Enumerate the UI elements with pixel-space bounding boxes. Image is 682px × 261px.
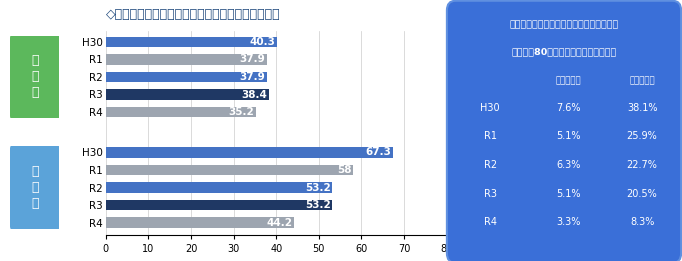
Text: 5.1%: 5.1% — [556, 189, 580, 199]
Text: R2: R2 — [484, 160, 497, 170]
Text: 40.3: 40.3 — [250, 37, 276, 47]
Text: 20.5%: 20.5% — [627, 189, 657, 199]
Text: （時間）: （時間） — [456, 230, 479, 240]
FancyBboxPatch shape — [447, 1, 681, 261]
Bar — [106, 89, 269, 100]
Text: 53.2: 53.2 — [305, 200, 331, 210]
Text: ＜中学校＞: ＜中学校＞ — [629, 76, 655, 85]
Bar — [106, 37, 278, 47]
FancyBboxPatch shape — [9, 33, 61, 121]
Bar — [106, 72, 267, 82]
Text: 時間外勤務がいわゆる「過労死ライン」と: 時間外勤務がいわゆる「過労死ライン」と — [509, 20, 619, 29]
Text: 5.1%: 5.1% — [556, 131, 580, 141]
Text: 3.3%: 3.3% — [556, 217, 580, 227]
Text: 38.4: 38.4 — [242, 90, 268, 99]
Text: ＜小学校＞: ＜小学校＞ — [556, 76, 581, 85]
Text: 58: 58 — [337, 165, 351, 175]
Bar — [106, 147, 393, 158]
Bar — [106, 182, 333, 193]
Text: 35.2: 35.2 — [228, 107, 254, 117]
Text: 67.3: 67.3 — [365, 147, 391, 157]
Text: H30: H30 — [480, 103, 500, 113]
Text: 7.6%: 7.6% — [556, 103, 580, 113]
Text: 53.2: 53.2 — [305, 182, 331, 193]
Text: 37.9: 37.9 — [240, 54, 265, 64]
Text: 22.7%: 22.7% — [627, 160, 657, 170]
Text: 38.1%: 38.1% — [627, 103, 657, 113]
Text: 44.2: 44.2 — [267, 218, 293, 228]
Bar — [106, 107, 256, 117]
Bar — [106, 165, 353, 175]
Bar — [106, 200, 333, 210]
Bar — [106, 217, 294, 228]
Text: 中
学
校: 中 学 校 — [31, 165, 38, 210]
Text: される月80時間を超える教職員の割合: される月80時間を超える教職員の割合 — [512, 47, 617, 56]
Text: 小
学
校: 小 学 校 — [31, 55, 38, 99]
Text: 6.3%: 6.3% — [556, 160, 580, 170]
Text: 37.9: 37.9 — [240, 72, 265, 82]
Text: R1: R1 — [484, 131, 496, 141]
Text: 8.3%: 8.3% — [630, 217, 654, 227]
Text: R3: R3 — [484, 189, 496, 199]
FancyBboxPatch shape — [9, 144, 61, 231]
Text: 25.9%: 25.9% — [627, 131, 657, 141]
Text: R4: R4 — [484, 217, 496, 227]
Text: ◇時間外勤務時間校種別月平均（年間の年度比較）: ◇時間外勤務時間校種別月平均（年間の年度比較） — [106, 8, 280, 21]
Bar — [106, 54, 267, 65]
